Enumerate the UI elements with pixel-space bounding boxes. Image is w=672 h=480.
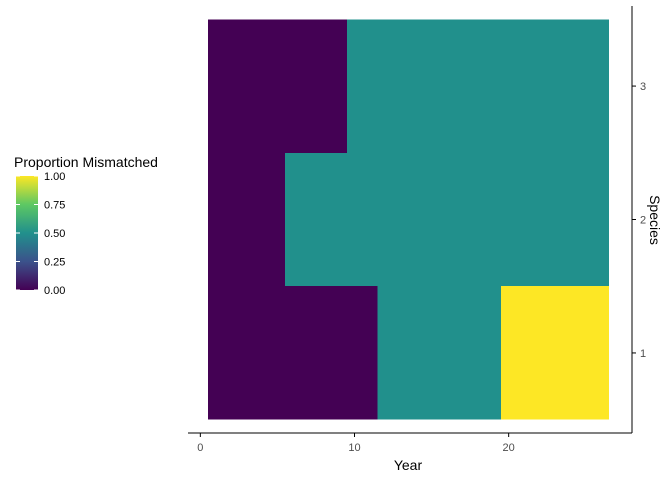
heatmap-cell-species-3-1 [346,19,609,153]
heatmap-cell-species-3-0 [208,19,347,153]
heatmap-cell-species-1-5 [377,286,501,420]
heatmap-cell-species-2-3 [285,152,609,287]
colorbar-tick-label: 0.00 [44,285,65,297]
x-tick-label: 0 [197,442,203,454]
y-tick-label: 2 [640,215,646,227]
x-axis-title: Year [394,457,423,473]
x-tick-label: 10 [348,442,360,454]
colorbar-legend: Proportion Mismatched 0.00 0.25 0.50 0.75 1.… [14,154,158,297]
x-tick-label: 20 [503,442,515,454]
heatmap-cell-species-2-2 [208,152,286,287]
colorbar-tick-label: 0.25 [44,257,65,269]
axes: 0 10 20 1 2 3 [188,6,646,454]
heatmap-cells [208,19,609,420]
colorbar-tick-label: 0.50 [44,228,65,240]
colorbar-tick-label: 1.00 [44,171,65,183]
y-tick-label: 1 [640,348,646,360]
colorbar-tick-label: 0.75 [44,200,65,212]
heatmap-cell-species-1-4 [208,286,378,420]
colorbar-gradient [16,176,38,290]
y-axis-title: Species [647,195,663,245]
heatmap-cell-species-1-6 [500,286,609,420]
legend-title: Proportion Mismatched [14,154,158,170]
y-tick-label: 3 [640,81,646,93]
